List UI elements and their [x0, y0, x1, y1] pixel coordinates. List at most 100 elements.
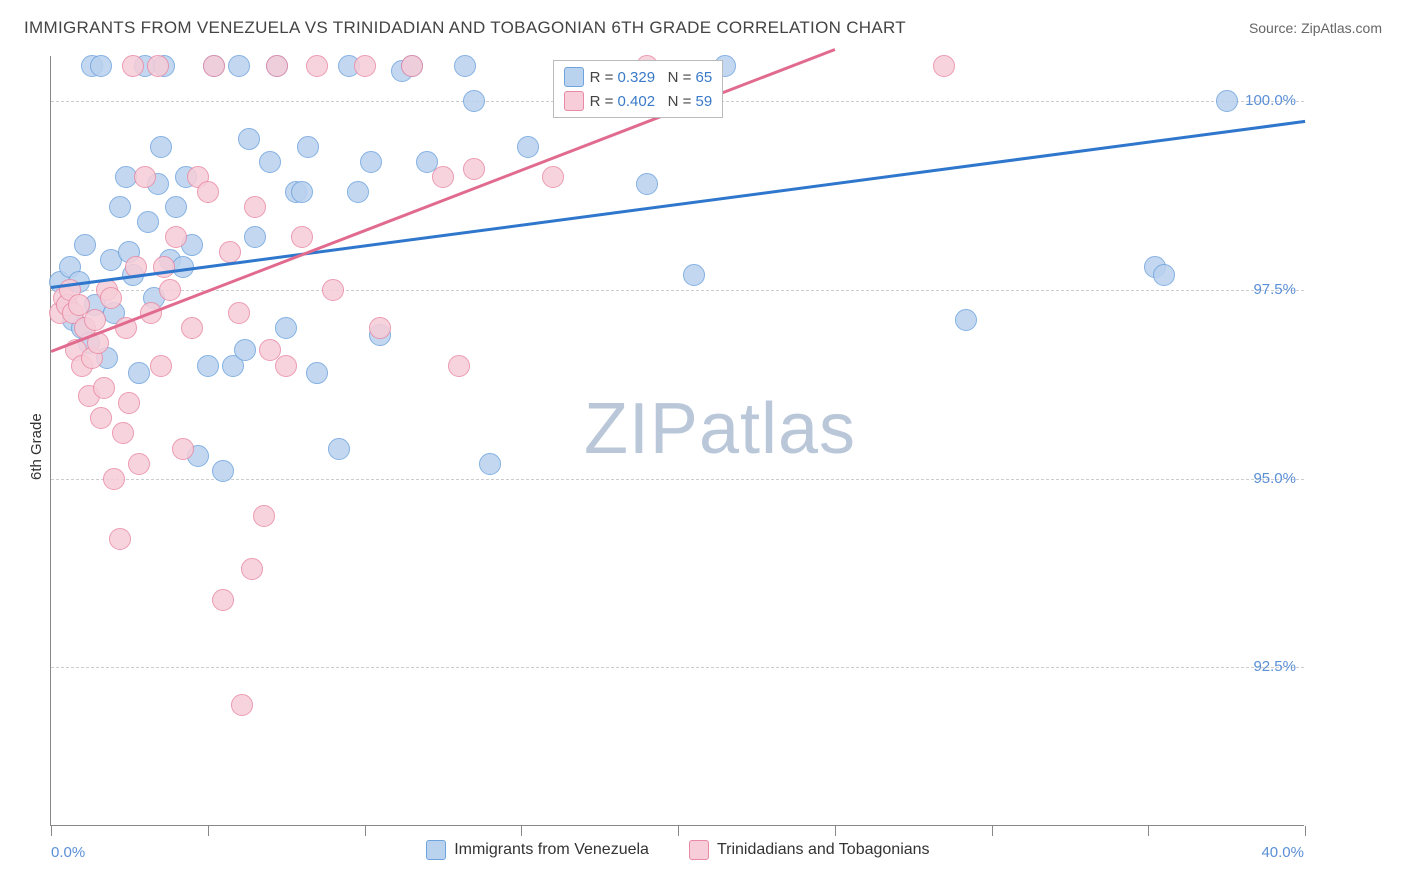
chart-title: IMMIGRANTS FROM VENEZUELA VS TRINIDADIAN…: [24, 18, 906, 38]
legend-label: Immigrants from Venezuela: [454, 841, 649, 859]
legend-label: Trinidadians and Tobagonians: [717, 841, 930, 859]
scatter-point: [683, 264, 705, 286]
x-tick: [1305, 826, 1306, 836]
scatter-point: [636, 173, 658, 195]
y-tick-label: 100.0%: [1245, 92, 1296, 109]
scatter-point: [90, 407, 112, 429]
x-tick: [992, 826, 993, 836]
x-end-label: 40.0%: [1261, 844, 1304, 861]
scatter-point: [241, 558, 263, 580]
scatter-point: [109, 196, 131, 218]
scatter-point: [291, 226, 313, 248]
scatter-point: [93, 377, 115, 399]
scatter-point: [153, 256, 175, 278]
legend-swatch: [689, 840, 709, 860]
scatter-point: [128, 362, 150, 384]
scatter-point: [103, 468, 125, 490]
y-tick-label: 95.0%: [1253, 470, 1296, 487]
gridline: [51, 290, 1304, 291]
scatter-point: [147, 55, 169, 77]
scatter-point: [238, 128, 260, 150]
scatter-point: [306, 55, 328, 77]
scatter-point: [266, 55, 288, 77]
stats-legend: R = 0.329 N = 65 R = 0.402 N = 59: [553, 60, 724, 118]
scatter-point: [212, 460, 234, 482]
scatter-point: [369, 317, 391, 339]
scatter-point: [347, 181, 369, 203]
scatter-point: [118, 392, 140, 414]
legend-item: Immigrants from Venezuela: [426, 840, 649, 860]
scatter-point: [291, 181, 313, 203]
scatter-point: [181, 317, 203, 339]
scatter-point: [542, 166, 564, 188]
scatter-point: [297, 136, 319, 158]
scatter-point: [432, 166, 454, 188]
scatter-point: [454, 55, 476, 77]
x-start-label: 0.0%: [51, 844, 85, 861]
bottom-legend: Immigrants from Venezuela Trinidadians an…: [426, 840, 929, 860]
x-tick: [1148, 826, 1149, 836]
scatter-point: [360, 151, 382, 173]
scatter-point: [463, 90, 485, 112]
gridline: [51, 667, 1304, 668]
x-tick: [51, 826, 52, 836]
scatter-point: [122, 55, 144, 77]
scatter-point: [244, 226, 266, 248]
x-tick: [521, 826, 522, 836]
scatter-point: [109, 528, 131, 550]
scatter-point: [259, 151, 281, 173]
scatter-point: [197, 355, 219, 377]
watermark: ZIPatlas: [584, 388, 856, 470]
scatter-point: [203, 55, 225, 77]
scatter-point: [933, 55, 955, 77]
scatter-point: [231, 694, 253, 716]
y-tick-label: 92.5%: [1253, 658, 1296, 675]
scatter-point: [100, 287, 122, 309]
scatter-point: [84, 309, 106, 331]
scatter-point: [401, 55, 423, 77]
scatter-point: [275, 317, 297, 339]
stats-row: R = 0.402 N = 59: [564, 89, 713, 113]
scatter-point: [253, 505, 275, 527]
x-tick: [208, 826, 209, 836]
stats-text: R = 0.329 N = 65: [590, 69, 713, 86]
y-axis-label: 6th Grade: [28, 413, 45, 480]
scatter-point: [479, 453, 501, 475]
source-label: Source: ZipAtlas.com: [1249, 20, 1382, 36]
scatter-point: [354, 55, 376, 77]
scatter-point: [150, 136, 172, 158]
legend-swatch: [564, 67, 584, 87]
scatter-point: [275, 355, 297, 377]
legend-swatch: [564, 91, 584, 111]
scatter-point: [228, 55, 250, 77]
scatter-point: [128, 453, 150, 475]
scatter-point: [112, 422, 134, 444]
scatter-point: [74, 234, 96, 256]
scatter-point: [955, 309, 977, 331]
scatter-point: [134, 166, 156, 188]
stats-row: R = 0.329 N = 65: [564, 65, 713, 89]
scatter-point: [1153, 264, 1175, 286]
scatter-point: [165, 196, 187, 218]
scatter-point: [463, 158, 485, 180]
scatter-point: [448, 355, 470, 377]
x-tick: [835, 826, 836, 836]
scatter-point: [165, 226, 187, 248]
scatter-point: [219, 241, 241, 263]
scatter-point: [1216, 90, 1238, 112]
plot-area: 92.5%95.0%97.5%100.0%0.0%40.0%ZIPatlasR …: [50, 56, 1304, 826]
scatter-point: [197, 181, 219, 203]
x-tick: [365, 826, 366, 836]
scatter-point: [212, 589, 234, 611]
scatter-point: [172, 438, 194, 460]
scatter-point: [322, 279, 344, 301]
y-tick-label: 97.5%: [1253, 281, 1296, 298]
scatter-point: [159, 279, 181, 301]
stats-text: R = 0.402 N = 59: [590, 93, 713, 110]
scatter-point: [234, 339, 256, 361]
gridline: [51, 479, 1304, 480]
scatter-point: [244, 196, 266, 218]
legend-item: Trinidadians and Tobagonians: [689, 840, 930, 860]
scatter-point: [517, 136, 539, 158]
scatter-point: [150, 355, 172, 377]
